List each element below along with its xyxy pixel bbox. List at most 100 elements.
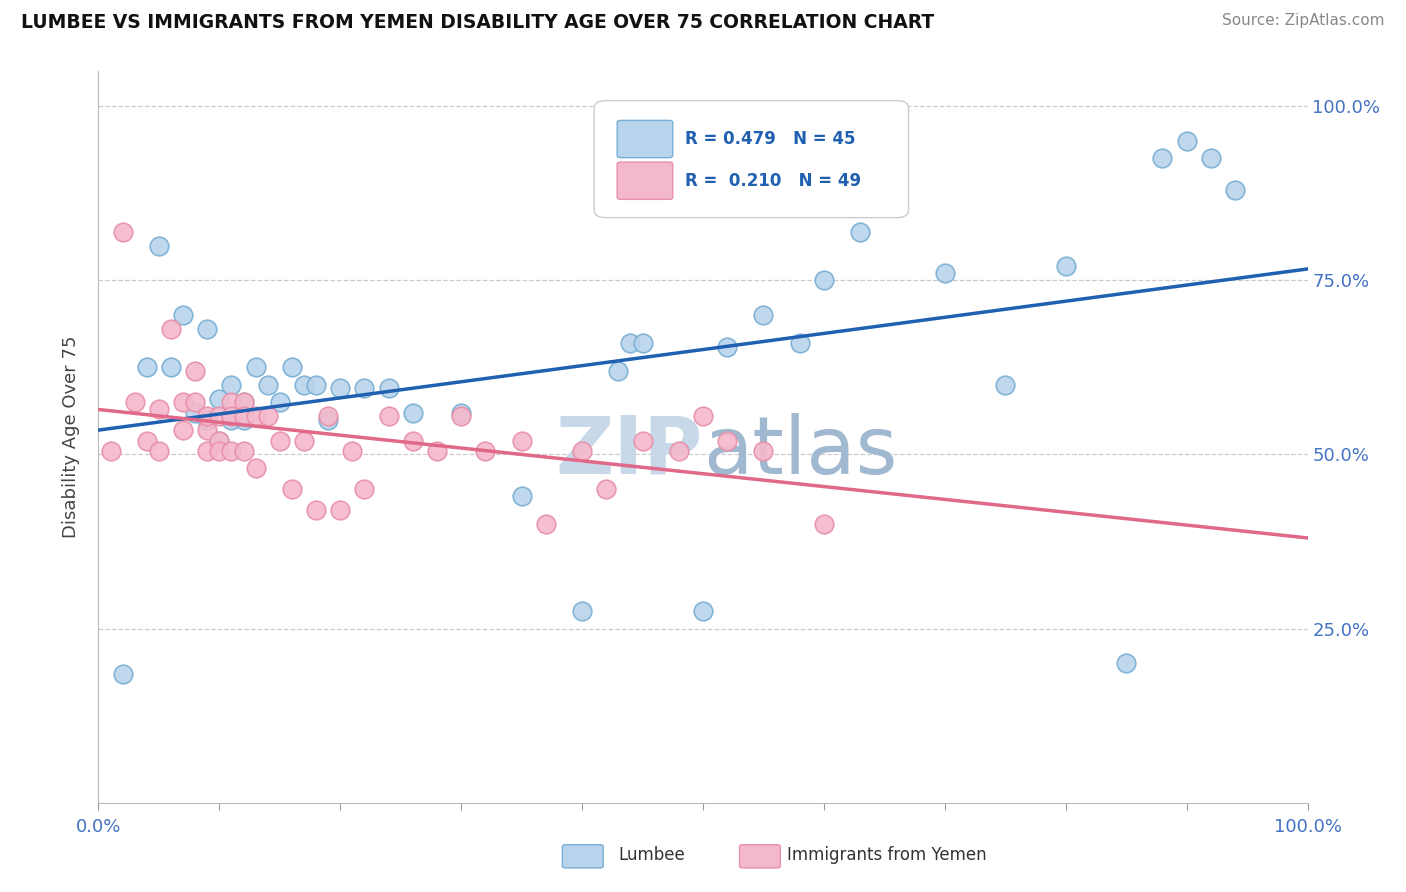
FancyBboxPatch shape: [617, 162, 672, 199]
Text: R =  0.210   N = 49: R = 0.210 N = 49: [685, 172, 860, 190]
Point: [184, 406, 207, 420]
Point: [232, 395, 254, 409]
Point: [450, 409, 472, 424]
Point: [716, 434, 738, 448]
Point: [342, 444, 364, 458]
Point: [377, 381, 399, 395]
Point: [716, 339, 738, 353]
Point: [377, 409, 399, 424]
Point: [172, 423, 194, 437]
Point: [232, 409, 254, 424]
Point: [135, 360, 157, 375]
Point: [221, 395, 243, 409]
Point: [631, 434, 654, 448]
Point: [813, 273, 835, 287]
Point: [245, 360, 267, 375]
Point: [256, 377, 278, 392]
Point: [208, 434, 231, 448]
Point: [1175, 134, 1198, 148]
Text: ZIP: ZIP: [555, 413, 703, 491]
Point: [281, 483, 304, 497]
Point: [184, 395, 207, 409]
Point: [100, 444, 122, 458]
Point: [1115, 657, 1137, 671]
Point: [172, 395, 194, 409]
Point: [281, 360, 304, 375]
Point: [195, 322, 218, 336]
Point: [221, 444, 243, 458]
Point: [571, 604, 593, 618]
Y-axis label: Disability Age Over 75: Disability Age Over 75: [62, 335, 80, 539]
Point: [148, 444, 170, 458]
Point: [934, 266, 956, 280]
Point: [631, 336, 654, 351]
Point: [353, 483, 375, 497]
Point: [245, 409, 267, 424]
Point: [849, 225, 872, 239]
Point: [160, 322, 183, 336]
Point: [195, 444, 218, 458]
Point: [208, 444, 231, 458]
Point: [789, 336, 811, 351]
Point: [232, 444, 254, 458]
Point: [571, 444, 593, 458]
Point: [474, 444, 496, 458]
Point: [1054, 260, 1077, 274]
Point: [607, 364, 630, 378]
Point: [292, 434, 315, 448]
Point: [124, 395, 146, 409]
Point: [353, 381, 375, 395]
Point: [692, 604, 714, 618]
Point: [692, 409, 714, 424]
Point: [208, 392, 231, 406]
Point: [752, 308, 775, 322]
Point: [426, 444, 449, 458]
Point: [668, 444, 690, 458]
Text: Lumbee: Lumbee: [619, 846, 685, 863]
Point: [208, 409, 231, 424]
Point: [232, 395, 254, 409]
Point: [195, 423, 218, 437]
Point: [1223, 183, 1246, 197]
FancyBboxPatch shape: [595, 101, 908, 218]
Point: [232, 412, 254, 426]
FancyBboxPatch shape: [617, 120, 672, 158]
Point: [316, 409, 339, 424]
Point: [534, 517, 557, 532]
Point: [813, 517, 835, 532]
Point: [208, 434, 231, 448]
Text: R = 0.479   N = 45: R = 0.479 N = 45: [685, 129, 855, 148]
Point: [1152, 152, 1174, 166]
Point: [329, 381, 352, 395]
Text: Immigrants from Yemen: Immigrants from Yemen: [787, 846, 987, 863]
Point: [256, 409, 278, 424]
Point: [269, 395, 291, 409]
Point: [305, 377, 328, 392]
Point: [221, 409, 243, 424]
Point: [111, 225, 134, 239]
Point: [619, 336, 641, 351]
Point: [1199, 152, 1222, 166]
Point: [292, 377, 315, 392]
Point: [402, 434, 425, 448]
Point: [450, 406, 472, 420]
Point: [595, 483, 617, 497]
Point: [510, 434, 533, 448]
Point: [316, 412, 339, 426]
Text: Source: ZipAtlas.com: Source: ZipAtlas.com: [1222, 13, 1385, 29]
Point: [269, 434, 291, 448]
Point: [195, 409, 218, 424]
Point: [752, 444, 775, 458]
Point: [510, 489, 533, 503]
Point: [172, 308, 194, 322]
Text: atlas: atlas: [703, 413, 897, 491]
Point: [221, 377, 243, 392]
Point: [245, 461, 267, 475]
Point: [111, 667, 134, 681]
Text: LUMBEE VS IMMIGRANTS FROM YEMEN DISABILITY AGE OVER 75 CORRELATION CHART: LUMBEE VS IMMIGRANTS FROM YEMEN DISABILI…: [21, 13, 935, 32]
Point: [160, 360, 183, 375]
Point: [148, 238, 170, 252]
Point: [329, 503, 352, 517]
Point: [305, 503, 328, 517]
Point: [184, 364, 207, 378]
